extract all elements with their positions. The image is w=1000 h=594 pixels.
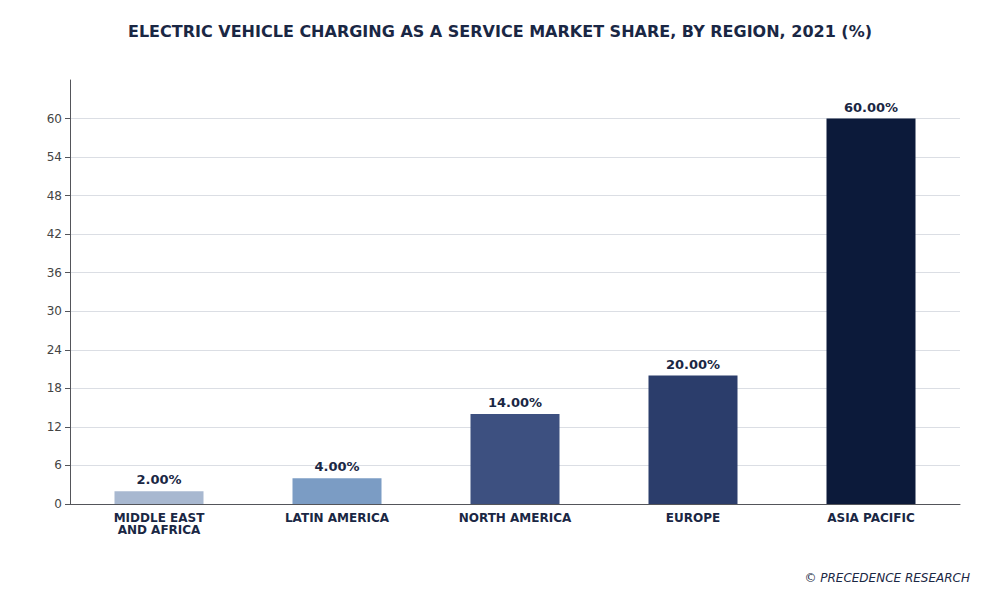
svg-text:14.00%: 14.00% xyxy=(488,395,542,410)
svg-text:MIDDLE EAST: MIDDLE EAST xyxy=(113,511,205,525)
svg-text:AND AFRICA: AND AFRICA xyxy=(118,523,201,537)
svg-text:60.00%: 60.00% xyxy=(844,100,898,115)
svg-text:12: 12 xyxy=(47,420,62,434)
svg-text:ASIA PACIFIC: ASIA PACIFIC xyxy=(827,511,915,525)
svg-text:© PRECEDENCE RESEARCH: © PRECEDENCE RESEARCH xyxy=(804,571,970,585)
svg-text:18: 18 xyxy=(47,381,62,395)
svg-text:4.00%: 4.00% xyxy=(314,459,359,474)
svg-text:0: 0 xyxy=(54,497,62,511)
svg-text:54: 54 xyxy=(47,150,62,164)
svg-text:24: 24 xyxy=(47,343,62,357)
svg-text:EUROPE: EUROPE xyxy=(666,511,720,525)
svg-text:LATIN AMERICA: LATIN AMERICA xyxy=(285,511,390,525)
svg-text:48: 48 xyxy=(47,189,62,203)
svg-text:ELECTRIC VEHICLE CHARGING AS A: ELECTRIC VEHICLE CHARGING AS A SERVICE M… xyxy=(128,22,872,41)
svg-text:60: 60 xyxy=(47,112,62,126)
svg-text:36: 36 xyxy=(47,266,62,280)
svg-text:42: 42 xyxy=(47,227,62,241)
svg-text:2.00%: 2.00% xyxy=(136,472,181,487)
svg-text:6: 6 xyxy=(54,458,62,472)
svg-text:20.00%: 20.00% xyxy=(666,357,720,372)
svg-text:30: 30 xyxy=(47,304,62,318)
svg-text:NORTH AMERICA: NORTH AMERICA xyxy=(459,511,572,525)
